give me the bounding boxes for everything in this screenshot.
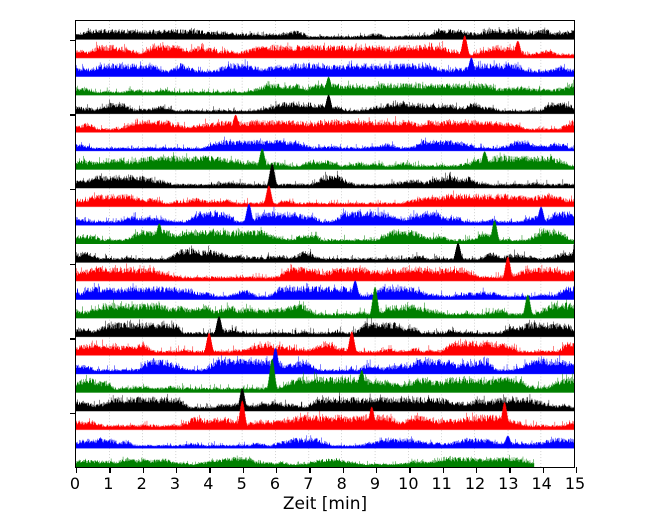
x-axis-tick-label: 1 <box>103 474 114 493</box>
x-axis-tick <box>76 467 78 473</box>
seismic-trace-canvas <box>76 21 574 467</box>
x-axis-tick <box>409 467 411 473</box>
x-axis-tick-label: 5 <box>236 474 247 493</box>
x-axis-tick <box>476 467 478 473</box>
x-axis-tick-label: 7 <box>303 474 314 493</box>
x-axis-tick-label: 10 <box>398 474 419 493</box>
x-axis-tick <box>542 467 544 473</box>
x-axis-tick-label: 3 <box>169 474 181 493</box>
y-axis-tick <box>70 413 76 415</box>
y-axis-tick <box>70 263 76 265</box>
x-axis-tick <box>242 467 244 473</box>
x-axis-tick-label: 8 <box>336 474 347 493</box>
x-axis-title: Zeit [min] <box>282 494 368 514</box>
y-axis-tick <box>70 189 76 191</box>
x-axis-tick-label: 0 <box>69 474 81 493</box>
x-axis-tick <box>209 467 211 473</box>
x-axis-tick <box>376 467 378 473</box>
x-axis-tick-label: 4 <box>203 474 214 493</box>
x-axis-tick-label: 14 <box>531 474 552 493</box>
x-axis-tick <box>276 467 278 473</box>
x-axis-tick-label: 6 <box>269 474 281 493</box>
y-axis-tick <box>70 338 76 340</box>
x-axis-tick-label: 11 <box>431 474 452 493</box>
y-axis-tick <box>70 39 76 41</box>
x-axis-tick <box>176 467 178 473</box>
x-axis-tick <box>109 467 111 473</box>
y-axis-tick <box>70 114 76 116</box>
x-axis-tick <box>309 467 311 473</box>
x-axis-tick <box>576 467 578 473</box>
x-axis-tick-label: 2 <box>136 474 147 493</box>
x-axis-tick <box>509 467 511 473</box>
x-axis-tick-label: 12 <box>464 474 486 493</box>
x-axis-tick-label: 13 <box>498 474 519 493</box>
x-axis-tick <box>442 467 444 473</box>
x-axis-tick <box>342 467 344 473</box>
plot-area <box>70 20 578 473</box>
x-axis-tick-label: 9 <box>369 474 381 493</box>
x-axis-tick <box>142 467 144 473</box>
x-axis-tick-label: 15 <box>564 474 586 493</box>
